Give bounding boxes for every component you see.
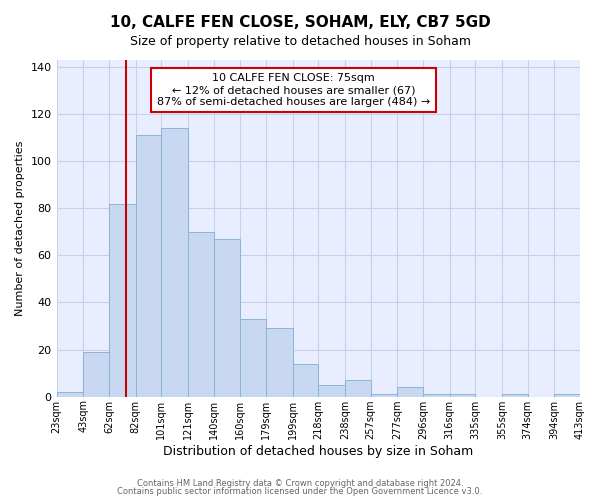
Text: Size of property relative to detached houses in Soham: Size of property relative to detached ho…	[130, 35, 470, 48]
Bar	[293, 364, 318, 396]
Bar	[241, 319, 266, 396]
Bar	[502, 394, 527, 396]
Y-axis label: Number of detached properties: Number of detached properties	[15, 140, 25, 316]
Bar	[371, 394, 397, 396]
Bar	[161, 128, 188, 396]
Bar	[136, 136, 161, 396]
Bar	[83, 352, 109, 397]
Text: 10 CALFE FEN CLOSE: 75sqm
← 12% of detached houses are smaller (67)
87% of semi-: 10 CALFE FEN CLOSE: 75sqm ← 12% of detac…	[157, 74, 430, 106]
Bar	[450, 394, 475, 396]
X-axis label: Distribution of detached houses by size in Soham: Distribution of detached houses by size …	[163, 444, 473, 458]
Bar	[109, 204, 136, 396]
Bar	[56, 392, 83, 396]
Bar	[397, 387, 423, 396]
Bar	[345, 380, 371, 396]
Bar	[266, 328, 293, 396]
Bar	[214, 239, 241, 396]
Text: Contains public sector information licensed under the Open Government Licence v3: Contains public sector information licen…	[118, 487, 482, 496]
Bar	[318, 385, 345, 396]
Bar	[554, 394, 580, 396]
Text: Contains HM Land Registry data © Crown copyright and database right 2024.: Contains HM Land Registry data © Crown c…	[137, 478, 463, 488]
Bar	[423, 394, 450, 396]
Bar	[188, 232, 214, 396]
Text: 10, CALFE FEN CLOSE, SOHAM, ELY, CB7 5GD: 10, CALFE FEN CLOSE, SOHAM, ELY, CB7 5GD	[110, 15, 490, 30]
